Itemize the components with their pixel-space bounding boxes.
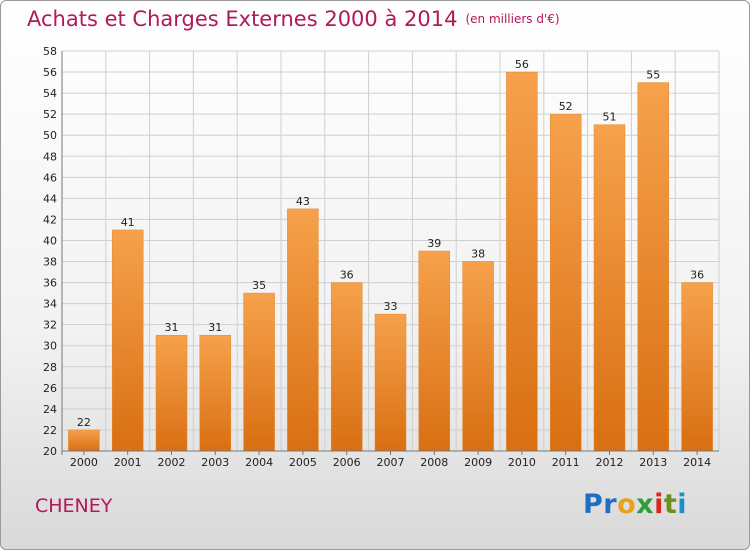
data-labels: 22 41 31 31 35 43 36 33 39 38 56 52 51 55 36	[77, 58, 704, 429]
x-tick-label: 2003	[201, 456, 229, 469]
bar	[681, 282, 713, 452]
data-label: 52	[559, 100, 573, 113]
data-label: 43	[296, 195, 310, 208]
logo-part: i	[677, 489, 688, 520]
bar	[418, 250, 451, 452]
bar	[155, 334, 188, 452]
bar	[287, 208, 319, 452]
y-tick-label: 26	[43, 382, 57, 395]
y-tick-label: 32	[43, 319, 57, 332]
y-tick-label: 40	[43, 234, 57, 247]
logo-part: x	[636, 489, 655, 520]
bar	[330, 282, 363, 452]
y-tick-label: 44	[43, 192, 57, 205]
x-tick-label: 2005	[289, 456, 317, 469]
x-axis: 2000 2001 2002 2003 2004 2005 2006 2007 2008 2009…	[62, 450, 719, 469]
bar	[374, 313, 407, 452]
bar	[462, 261, 494, 452]
y-tick-label: 36	[43, 277, 57, 290]
data-label: 36	[340, 269, 354, 282]
x-tick-label: 2000	[70, 456, 98, 469]
logo-part: Pr	[583, 489, 618, 520]
bar	[637, 82, 670, 452]
y-tick-label: 20	[43, 445, 57, 458]
data-label: 51	[603, 111, 617, 124]
bar	[111, 229, 144, 452]
y-tick-label: 22	[43, 424, 57, 437]
data-label: 22	[77, 416, 91, 429]
y-tick-label: 56	[43, 66, 57, 79]
chart-subtitle: (en milliers d'€)	[465, 12, 560, 26]
x-tick-label: 2010	[508, 456, 536, 469]
data-label: 36	[690, 269, 704, 282]
y-tick-label: 34	[43, 298, 57, 311]
x-tick-label: 2011	[552, 456, 580, 469]
y-tick-label: 30	[43, 340, 57, 353]
x-tick-label: 2008	[420, 456, 448, 469]
bar	[506, 71, 538, 452]
bar	[243, 292, 275, 452]
y-tick-label: 48	[43, 150, 57, 163]
y-tick-label: 42	[43, 213, 57, 226]
chart-title: Achats et Charges Externes 2000 à 2014 (e…	[27, 7, 560, 31]
data-label: 55	[646, 69, 660, 82]
y-tick-label: 46	[43, 171, 57, 184]
x-tick-label: 2014	[683, 456, 711, 469]
data-label: 38	[471, 248, 485, 261]
logo-part: i	[654, 489, 664, 520]
data-label: 33	[384, 300, 398, 313]
bar	[593, 124, 626, 452]
x-tick-label: 2004	[245, 456, 273, 469]
bars	[68, 71, 713, 452]
x-tick-label: 2002	[158, 456, 186, 469]
data-label: 41	[121, 216, 135, 229]
y-tick-label: 52	[43, 108, 57, 121]
data-label: 31	[165, 321, 179, 334]
y-tick-label: 58	[43, 45, 57, 58]
proxiti-logo: Proxiti	[583, 489, 687, 520]
chart-title-text: Achats et Charges Externes 2000 à 2014	[27, 7, 458, 31]
data-label: 56	[515, 58, 529, 71]
logo-part: o	[617, 489, 637, 520]
data-label: 35	[252, 279, 266, 292]
logo-part: t	[663, 489, 678, 520]
bar	[68, 429, 100, 452]
x-tick-label: 2007	[377, 456, 405, 469]
x-tick-label: 2009	[464, 456, 492, 469]
x-tick-label: 2001	[114, 456, 142, 469]
x-tick-label: 2012	[596, 456, 624, 469]
bar	[199, 334, 232, 452]
y-tick-label: 38	[43, 256, 57, 269]
bar	[549, 113, 582, 452]
y-tick-label: 50	[43, 129, 57, 142]
y-axis: 20 22 24 26 28 30 32 34 36 38 40 42 44 46 48 50 52 54 56 58	[43, 45, 63, 458]
y-tick-label: 54	[43, 87, 57, 100]
town-name: CHENEY	[35, 495, 113, 517]
y-tick-label: 24	[43, 403, 57, 416]
x-tick-label: 2013	[639, 456, 667, 469]
y-tick-label: 28	[43, 361, 57, 374]
data-label: 31	[208, 321, 222, 334]
data-label: 39	[427, 237, 441, 250]
x-tick-label: 2006	[333, 456, 361, 469]
